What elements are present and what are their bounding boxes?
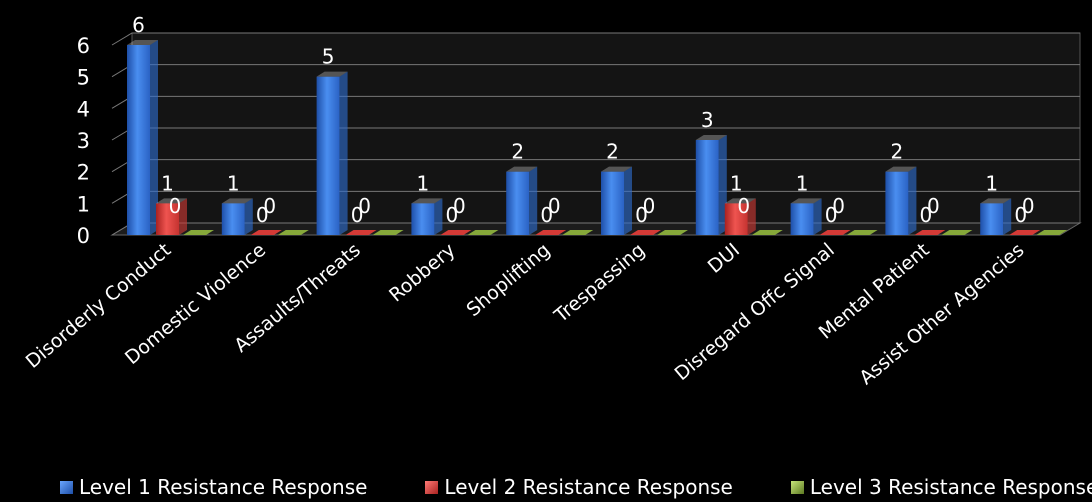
- data-label: 2: [891, 140, 904, 164]
- legend-item-level-3: Level 3 Resistance Response: [790, 473, 1092, 501]
- category-label: Robbery: [385, 239, 460, 307]
- legend-label-level-3: Level 3 Resistance Response: [809, 475, 1092, 499]
- bar: [250, 230, 282, 235]
- data-label: 0: [263, 194, 276, 218]
- bar: [941, 230, 973, 235]
- data-label: 0: [540, 203, 553, 227]
- legend-swatch-level-3: [790, 480, 804, 494]
- data-label: 0: [256, 203, 269, 227]
- gridline: [111, 32, 1080, 46]
- bar: [411, 198, 443, 235]
- y-tick-label: 5: [77, 66, 90, 90]
- data-label: 0: [927, 194, 940, 218]
- data-label: 0: [635, 203, 648, 227]
- bar: [724, 198, 756, 235]
- data-label: 1: [730, 171, 743, 195]
- bar: [345, 230, 377, 235]
- bar: [1036, 230, 1068, 235]
- data-label: 1: [417, 171, 430, 195]
- legend-item-level-1: Level 1 Resistance Response: [60, 473, 367, 501]
- bar: [601, 166, 632, 235]
- data-label: 0: [737, 194, 750, 218]
- category-label: Assist Other Agencies: [855, 239, 1028, 389]
- data-label: 5: [322, 45, 335, 69]
- bar: [980, 198, 1012, 235]
- data-label: 0: [643, 194, 656, 218]
- bar: [467, 230, 499, 235]
- bar: [819, 230, 851, 235]
- bar: [506, 166, 538, 235]
- data-label: 0: [358, 194, 371, 218]
- y-tick-label: 4: [77, 97, 90, 121]
- y-tick-label: 3: [77, 129, 90, 153]
- y-tick-label: 1: [77, 192, 90, 216]
- legend-swatch-level-1: [60, 480, 73, 494]
- bar: [914, 230, 946, 235]
- data-label: 1: [161, 171, 174, 195]
- data-label: 0: [825, 203, 838, 227]
- category-label: Shoplifting: [462, 239, 554, 321]
- bar: [1009, 230, 1041, 235]
- bar: [885, 166, 917, 235]
- bar: [535, 230, 567, 235]
- legend-swatch-level-2: [425, 480, 439, 494]
- bar: [630, 230, 661, 235]
- bar: [440, 230, 472, 235]
- bar: [846, 230, 878, 235]
- category-label: Trespassing: [550, 239, 650, 328]
- legend-item-level-2: Level 2 Resistance Response: [425, 473, 733, 501]
- bar: [156, 198, 187, 235]
- y-tick-label: 6: [77, 34, 90, 58]
- bar: [695, 135, 727, 235]
- data-label: 2: [511, 140, 524, 164]
- data-label: 0: [453, 194, 466, 218]
- data-label: 1: [227, 171, 240, 195]
- y-axis-ticks: 0 1 2 3 4 5 6: [77, 34, 90, 248]
- bar: [277, 230, 309, 235]
- data-label: 2: [606, 140, 619, 164]
- bar: [790, 198, 822, 235]
- bar: [127, 40, 158, 235]
- bar: [657, 230, 688, 235]
- data-label: 0: [1014, 203, 1027, 227]
- y-tick-label: 0: [77, 224, 90, 248]
- data-label: 1: [985, 171, 998, 195]
- bar: [751, 230, 783, 235]
- category-label: Disregard Offc Signal: [671, 239, 839, 385]
- legend-label-level-2: Level 2 Resistance Response: [444, 475, 733, 499]
- bars: [127, 40, 1068, 236]
- bar: [316, 71, 348, 236]
- data-label: 1: [796, 171, 809, 195]
- y-tick-label: 2: [77, 161, 90, 185]
- bar: [221, 198, 253, 235]
- data-label: 0: [169, 194, 182, 218]
- bar: [183, 230, 214, 235]
- data-label: 0: [446, 203, 459, 227]
- data-label: 6: [132, 13, 145, 37]
- legend-label-level-1: Level 1 Resistance Response: [79, 475, 368, 499]
- data-label: 0: [920, 203, 933, 227]
- data-label: 0: [1022, 194, 1035, 218]
- data-label: 3: [701, 108, 714, 132]
- bar: [562, 230, 594, 235]
- category-label: DUI: [704, 239, 744, 278]
- bar: [372, 230, 404, 235]
- data-label: 0: [351, 203, 364, 227]
- data-label: 0: [548, 194, 561, 218]
- legend: Level 1 Resistance Response Level 2 Resi…: [60, 473, 1092, 501]
- data-label: 0: [832, 194, 845, 218]
